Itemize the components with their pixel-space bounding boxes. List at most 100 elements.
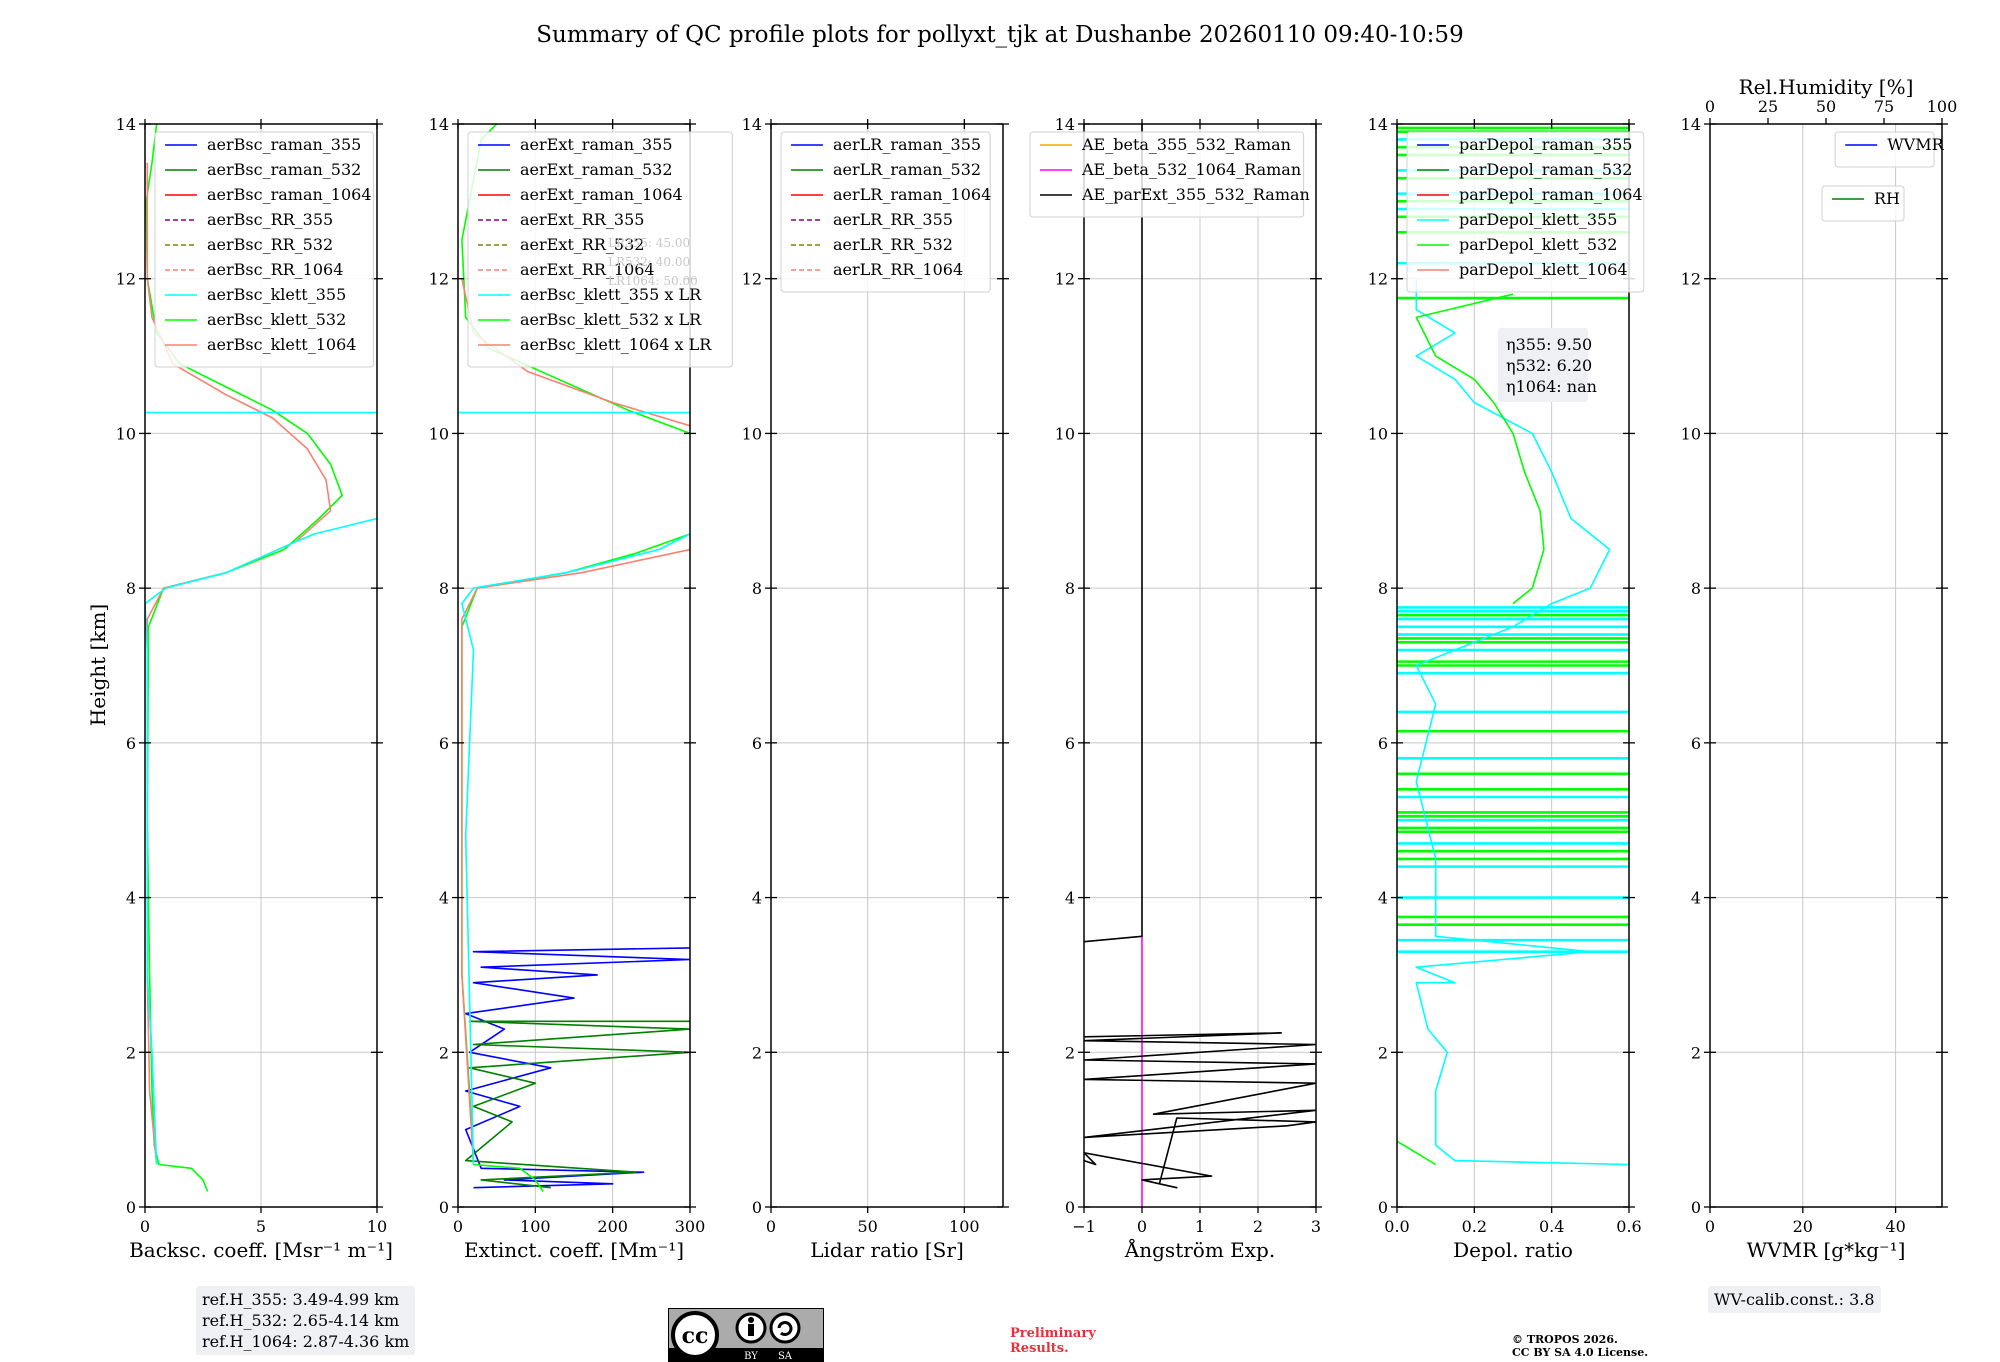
top-x-tick-label: 25 [1758, 97, 1778, 116]
legend-label: aerLR_RR_355 [833, 210, 953, 229]
x-axis-label: Backsc. coeff. [Msr⁻¹ m⁻¹] [129, 1238, 393, 1262]
y-tick-label: 14 [116, 115, 136, 134]
y-tick-label: 8 [752, 579, 762, 598]
legend-label: aerBsc_RR_532 [207, 235, 333, 254]
y-tick-label: 8 [439, 579, 449, 598]
y-tick-label: 12 [429, 270, 449, 289]
y-tick-label: 14 [1368, 115, 1388, 134]
x-tick-label: −1 [1072, 1217, 1096, 1236]
legend-frame [154, 131, 374, 368]
cc-icon [671, 1311, 719, 1359]
top-x-axis-label: Rel.Humidity [%] [1739, 75, 1914, 99]
legend: aerLR_raman_355 aerLR_raman_532 aerLR_rama… [780, 131, 991, 293]
legend-label: WVMR [1887, 135, 1944, 154]
wv-calib-text: WV-calib.const.: 3.8 [1714, 1290, 1875, 1309]
y-axis-label: Height [km] [86, 604, 110, 726]
legend-frame [1029, 131, 1305, 218]
x-tick-label: 0 [1137, 1217, 1147, 1236]
copyright-line-2: CC BY SA 4.0 License. [1512, 1346, 1649, 1359]
y-tick-label: 0 [1065, 1198, 1075, 1217]
legend-label: aerExt_RR_1064 [520, 260, 655, 279]
legend-label: aerBsc_klett_532 x LR [520, 310, 702, 329]
legend-label: parDepol_raman_532 [1459, 160, 1632, 179]
y-tick-label: 6 [439, 734, 449, 753]
x-axis-label: Ångström Exp. [1124, 1237, 1275, 1262]
eta-value: η532: 6.20 [1506, 356, 1592, 375]
chart-ext: 0 2 4 6 8 10 12 14 0 100 200 300 Extinct. coeff. [Mm… [429, 115, 733, 1262]
legend-label: aerBsc_raman_532 [207, 160, 361, 179]
legend-label: aerExt_raman_532 [520, 160, 673, 179]
x-tick-label: 100 [949, 1217, 980, 1236]
series-pardepol-klett-532-mid [1415, 293, 1545, 605]
series-pardepol-klett-532 [1397, 1140, 1437, 1166]
legend-label: aerBsc_klett_1064 [207, 335, 356, 354]
figure-title: Summary of QC profile plots for pollyxt_… [536, 22, 1464, 48]
y-tick-label: 10 [742, 424, 762, 443]
y-tick-label: 4 [439, 889, 449, 908]
x-tick-label: 0.4 [1539, 1217, 1564, 1236]
y-tick-label: 2 [1065, 1043, 1075, 1062]
series-aerbsc-klett-355-x-lr [461, 533, 690, 1165]
y-tick-label: 4 [126, 889, 136, 908]
y-tick-label: 12 [116, 270, 136, 289]
x-tick-label: 100 [520, 1217, 551, 1236]
legend-label: aerBsc_RR_355 [207, 210, 333, 229]
legend-label: aerLR_RR_1064 [833, 260, 963, 279]
y-tick-label: 4 [1691, 889, 1701, 908]
ref-height-532: ref.H_532: 2.65-4.14 km [202, 1311, 400, 1330]
preliminary-line-1: Preliminary [1010, 1326, 1096, 1341]
legend-label: aerBsc_raman_1064 [207, 185, 372, 204]
y-tick-label: 8 [126, 579, 136, 598]
top-x-tick-label: 100 [1927, 97, 1958, 116]
y-tick-label: 12 [1368, 270, 1388, 289]
eta-box-bg [1498, 328, 1588, 402]
x-tick-label: 0 [766, 1217, 776, 1236]
y-tick-label: 4 [752, 889, 762, 908]
y-tick-label: 2 [752, 1043, 762, 1062]
legend-label: aerLR_raman_532 [833, 160, 981, 179]
sa-icon [769, 1312, 801, 1344]
top-x-tick-label: 75 [1874, 97, 1894, 116]
y-tick-label: 10 [429, 424, 449, 443]
legend-rh: RH [1821, 185, 1905, 222]
legend: WVMR [1834, 131, 1945, 168]
lidar-ratio-overlay: LR355: 45.00 [608, 236, 690, 250]
legend-label: aerExt_RR_355 [520, 210, 644, 229]
x-axis-label: WVMR [g*kg⁻¹] [1747, 1238, 1906, 1262]
series-aerext-raman-532 [464, 1020, 690, 1189]
y-tick-label: 10 [1055, 424, 1075, 443]
legend-label: parDepol_klett_355 [1459, 210, 1617, 229]
y-tick-label: 6 [1378, 734, 1388, 753]
y-tick-label: 0 [126, 1198, 136, 1217]
ref-height-1064: ref.H_1064: 2.87-4.36 km [202, 1332, 410, 1351]
x-tick-label: 0.0 [1384, 1217, 1409, 1236]
y-tick-label: 8 [1378, 579, 1388, 598]
eta-value: η1064: nan [1506, 377, 1597, 396]
eta-box: η355: 9.50 η532: 6.20 η1064: nan [1498, 328, 1597, 402]
series-aerbsc-klett-532-x-lr [461, 533, 690, 1192]
series-aerbsc-klett-355 [145, 517, 377, 1165]
x-tick-label: 50 [857, 1217, 877, 1236]
x-tick-label: 1 [1195, 1217, 1205, 1236]
y-tick-label: 2 [1378, 1043, 1388, 1062]
x-tick-label: 5 [256, 1217, 266, 1236]
legend-label: AE_parExt_355_532_Raman [1081, 185, 1310, 204]
copyright-note: © TROPOS 2026. CC BY SA 4.0 License. [1512, 1333, 1648, 1359]
legend: parDepol_raman_355 parDepol_raman_532 parD… [1406, 131, 1645, 293]
legend-frame [1406, 131, 1645, 293]
y-tick-label: 10 [1681, 424, 1701, 443]
cc-icon-text: cc [682, 1323, 709, 1349]
legend-label: aerBsc_klett_532 [207, 310, 346, 329]
y-tick-label: 8 [1691, 579, 1701, 598]
legend-label: aerLR_raman_1064 [833, 185, 991, 204]
x-tick-label: 200 [597, 1217, 628, 1236]
legend-label: aerLR_RR_532 [833, 235, 953, 254]
legend-label: aerBsc_raman_355 [207, 135, 361, 154]
legend-label: parDepol_klett_532 [1459, 235, 1617, 254]
y-tick-label: 6 [1691, 734, 1701, 753]
legend-label: parDepol_raman_1064 [1459, 185, 1643, 204]
ref-height-355: ref.H_355: 3.49-4.99 km [202, 1290, 400, 1309]
y-tick-label: 14 [742, 115, 762, 134]
